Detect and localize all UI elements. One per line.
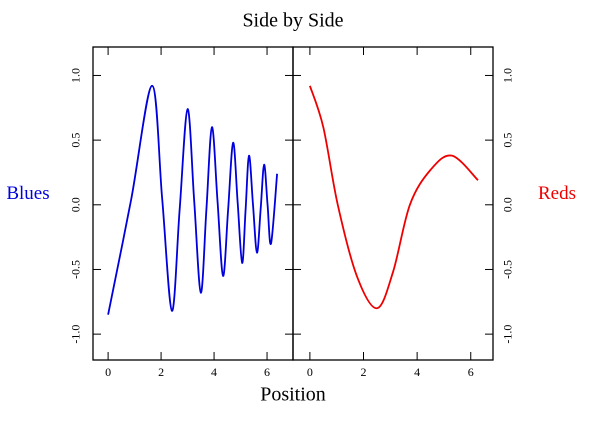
x-tick-label: 6 <box>468 365 474 379</box>
y-tick-label: 1.0 <box>501 68 515 83</box>
y-tick-label: -1.0 <box>501 325 515 344</box>
y-tick-label: -0.5 <box>501 260 515 279</box>
y-tick-label: -1.0 <box>69 325 83 344</box>
y-tick-label: 1.0 <box>69 68 83 83</box>
x-tick-label: 2 <box>361 365 367 379</box>
x-tick-label: 2 <box>158 365 164 379</box>
data-line <box>309 85 479 310</box>
x-tick-label: 4 <box>211 365 217 379</box>
y-tick-label: 0.5 <box>501 133 515 148</box>
y-tick-label: 0.0 <box>501 197 515 212</box>
y-tick-label: 0.5 <box>69 133 83 148</box>
x-tick-label: 0 <box>105 365 111 379</box>
y-tick-label: 0.0 <box>69 197 83 212</box>
x-tick-label: 6 <box>264 365 270 379</box>
data-line <box>107 84 279 315</box>
x-tick-label: 0 <box>307 365 313 379</box>
x-axis-label: Position <box>260 384 326 406</box>
y-axis-label: Reds <box>538 183 576 204</box>
y-axis-label: Blues <box>6 183 49 204</box>
y-tick-label: -0.5 <box>69 260 83 279</box>
x-tick-label: 4 <box>414 365 420 379</box>
chart-title: Side by Side <box>242 10 343 32</box>
panel-frame <box>292 46 494 361</box>
